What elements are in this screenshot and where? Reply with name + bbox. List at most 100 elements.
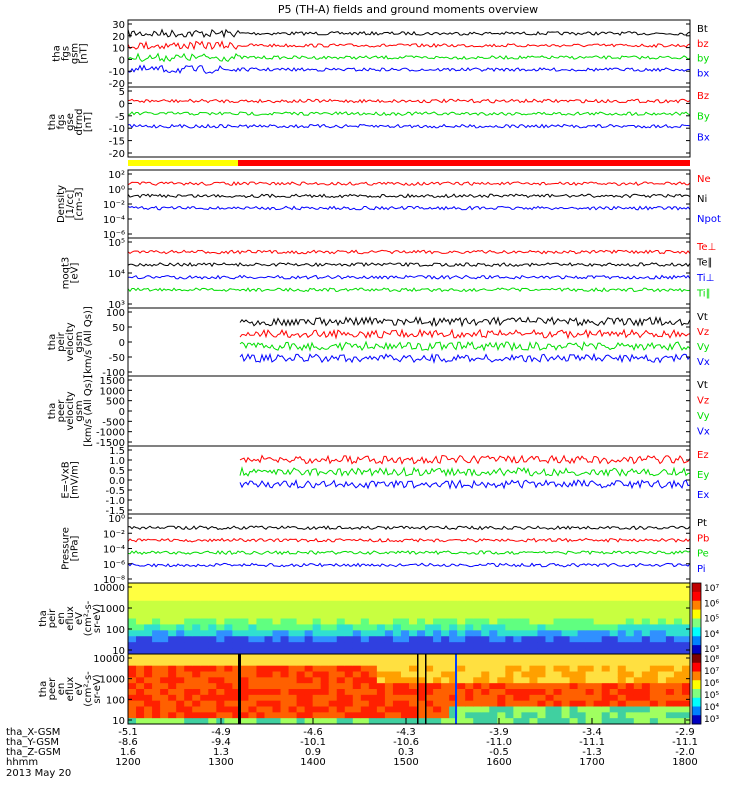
heatmap-cell bbox=[312, 648, 322, 655]
heatmap-cell bbox=[136, 636, 145, 643]
heatmap-cell bbox=[200, 636, 209, 643]
heatmap-cell bbox=[360, 700, 370, 707]
heatmap-cell bbox=[473, 677, 482, 684]
heatmap-cell bbox=[248, 665, 257, 672]
heatmap-cell bbox=[425, 588, 434, 596]
heatmap-cell bbox=[304, 654, 314, 661]
heatmap-cell bbox=[561, 636, 571, 643]
heatmap-cell bbox=[208, 654, 217, 661]
heatmap-cell bbox=[312, 694, 322, 702]
legend-entry: Vy bbox=[697, 411, 710, 422]
heatmap-cell bbox=[409, 636, 418, 643]
heatmap-cell bbox=[352, 612, 362, 619]
heatmap-cell bbox=[160, 594, 169, 602]
heatmap-cell bbox=[328, 665, 338, 672]
y-tick-label: 0 bbox=[119, 338, 125, 349]
heatmap-cell bbox=[577, 665, 587, 672]
heatmap-cell bbox=[465, 588, 474, 596]
heatmap-cell bbox=[545, 612, 555, 619]
heatmap-cell bbox=[304, 712, 314, 719]
heatmap-cell bbox=[368, 642, 378, 649]
heatmap-cell bbox=[553, 694, 563, 702]
heatmap-cell bbox=[473, 588, 482, 596]
heatmap-cell bbox=[152, 642, 161, 649]
heatmap-cell bbox=[681, 659, 691, 667]
heatmap-cell bbox=[641, 630, 651, 637]
heatmap-cell bbox=[433, 618, 442, 625]
heatmap-cell bbox=[176, 630, 185, 637]
heatmap-cell bbox=[216, 712, 225, 719]
heatmap-cell bbox=[256, 636, 265, 643]
heatmap-cell bbox=[328, 683, 338, 690]
heatmap-cell bbox=[168, 654, 177, 661]
heatmap-cell bbox=[152, 665, 161, 672]
heatmap-cell bbox=[449, 594, 458, 602]
heatmap-cell bbox=[352, 654, 362, 661]
heatmap-cell bbox=[649, 630, 659, 637]
heatmap-cell bbox=[441, 677, 450, 684]
heatmap-cell bbox=[641, 700, 651, 707]
heatmap-cell bbox=[609, 659, 619, 667]
heatmap-cell bbox=[312, 606, 322, 614]
heatmap-cell bbox=[352, 689, 362, 696]
heatmap-cell bbox=[264, 694, 274, 702]
heatmap-cell bbox=[304, 606, 314, 614]
heatmap-cell bbox=[633, 671, 643, 678]
heatmap-cell bbox=[433, 659, 442, 667]
heatmap-cell bbox=[216, 654, 225, 661]
heatmap-cell bbox=[368, 706, 378, 713]
heatmap-cell bbox=[425, 683, 434, 690]
y-axis-label: thapeerenefluxeV(cm²-s-sr-eV) bbox=[38, 671, 103, 707]
y-axis-label: thafgsgsm[nT] bbox=[52, 43, 90, 64]
heatmap-cell bbox=[585, 712, 595, 719]
heatmap-cell bbox=[328, 636, 338, 643]
heatmap-cell bbox=[489, 648, 498, 655]
y-tick-label: 0 bbox=[119, 99, 125, 110]
heatmap-cell bbox=[256, 683, 265, 690]
heatmap-cell bbox=[529, 588, 538, 596]
heatmap-cell bbox=[320, 642, 330, 649]
y-axis-label-line: (cm²-s- bbox=[83, 671, 94, 707]
heatmap-cell bbox=[633, 636, 643, 643]
heatmap-cell bbox=[577, 636, 587, 643]
heatmap-cell bbox=[224, 659, 233, 667]
heatmap-cell bbox=[320, 583, 330, 590]
heatmap-cell bbox=[144, 659, 153, 667]
heatmap-cell bbox=[633, 583, 643, 590]
heatmap-cell bbox=[537, 636, 546, 643]
heatmap-cell bbox=[553, 718, 563, 725]
heatmap-cell bbox=[657, 618, 667, 625]
heatmap-cell bbox=[288, 594, 298, 602]
heatmap-cell bbox=[425, 618, 434, 625]
heatmap-cell bbox=[537, 712, 546, 719]
heatmap-cell bbox=[168, 665, 177, 672]
heatmap-cell bbox=[441, 712, 450, 719]
heatmap-cell bbox=[609, 630, 619, 637]
heatmap-cell bbox=[409, 642, 418, 649]
heatmap-cell bbox=[392, 600, 402, 608]
heatmap-cell bbox=[384, 624, 394, 631]
heatmap-cell bbox=[256, 706, 265, 713]
panel-frame bbox=[127, 653, 691, 725]
heatmap-cell bbox=[136, 665, 145, 672]
heatmap-cell bbox=[360, 683, 370, 690]
heatmap-cell bbox=[272, 659, 282, 667]
heatmap-cell bbox=[376, 683, 386, 690]
heatmap-cell bbox=[168, 630, 177, 637]
heatmap-cell bbox=[368, 712, 378, 719]
heatmap-cell bbox=[152, 689, 161, 696]
heatmap-cell bbox=[465, 712, 474, 719]
heatmap-cell bbox=[617, 694, 627, 702]
heatmap-cell bbox=[192, 618, 201, 625]
heatmap-cell bbox=[168, 600, 177, 608]
heatmap-cell bbox=[224, 671, 233, 678]
heatmap-cell bbox=[176, 648, 185, 655]
heatmap-cell bbox=[681, 683, 691, 690]
heatmap-cell bbox=[417, 583, 426, 590]
legend-entry: Ni bbox=[697, 194, 707, 205]
heatmap-cell bbox=[344, 636, 354, 643]
heatmap-cell bbox=[208, 624, 217, 631]
heatmap-cell bbox=[545, 648, 555, 655]
heatmap-cell bbox=[208, 606, 217, 614]
heatmap-cell bbox=[641, 706, 651, 713]
